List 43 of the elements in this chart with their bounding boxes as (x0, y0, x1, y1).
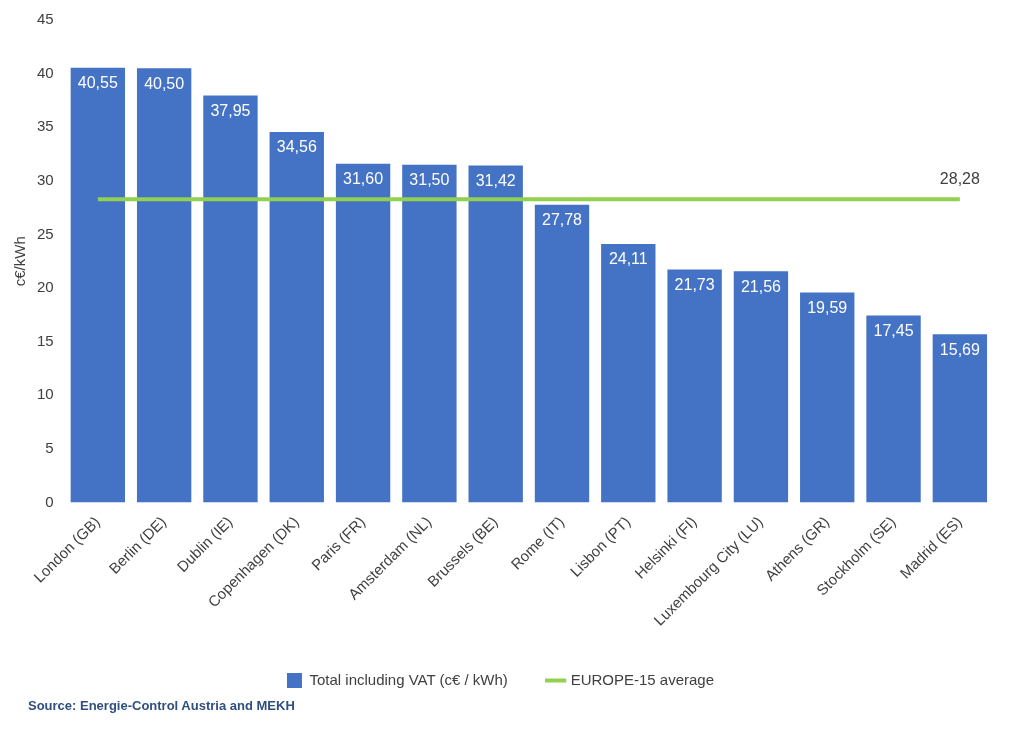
legend-label: Total including VAT (c€ / kWh) (309, 670, 508, 688)
data-label: 34,56 (276, 138, 317, 156)
y-tick-label: 45 (37, 10, 54, 28)
data-label: 27,78 (541, 211, 583, 229)
y-tick-label: 35 (37, 117, 54, 135)
bar (269, 131, 324, 503)
bar (601, 244, 656, 503)
legend-label: EUROPE-15 average (570, 670, 715, 688)
data-label: 40,55 (77, 74, 118, 92)
bar (534, 204, 590, 503)
data-label: 28,28 (939, 169, 980, 187)
y-tick-label: 5 (45, 439, 54, 457)
data-label: 31,42 (475, 172, 516, 190)
y-tick-label: 20 (37, 278, 54, 296)
bar (203, 95, 258, 503)
y-tick-label: 30 (37, 170, 54, 188)
y-tick-label: 40 (37, 63, 54, 81)
data-label: 31,60 (343, 170, 384, 188)
data-label: 31,50 (409, 171, 450, 189)
source-note: Source: Energie-Control Austria and MEKH (28, 698, 296, 713)
bar (402, 164, 457, 503)
bar (932, 334, 988, 503)
data-label: 37,95 (210, 102, 251, 119)
bar (733, 271, 789, 503)
data-label: 40,50 (144, 74, 185, 92)
y-tick-label: 0 (45, 492, 54, 510)
bar (335, 163, 391, 503)
y-tick-label: 25 (37, 224, 54, 242)
data-label: 19,59 (807, 298, 848, 316)
bar (667, 269, 722, 503)
data-label: 21,73 (674, 275, 715, 293)
data-label: 21,56 (740, 277, 782, 295)
bar (468, 165, 523, 503)
data-label: 24,11 (608, 250, 648, 268)
bar (866, 315, 921, 503)
data-label: 17,45 (873, 321, 914, 339)
bar (136, 68, 192, 503)
bar (800, 292, 855, 503)
y-axis-title: c€/kWh (11, 236, 29, 287)
data-label: 15,69 (939, 340, 980, 358)
bar (70, 67, 126, 503)
y-tick-label: 15 (37, 331, 54, 349)
y-tick-label: 10 (37, 385, 54, 403)
